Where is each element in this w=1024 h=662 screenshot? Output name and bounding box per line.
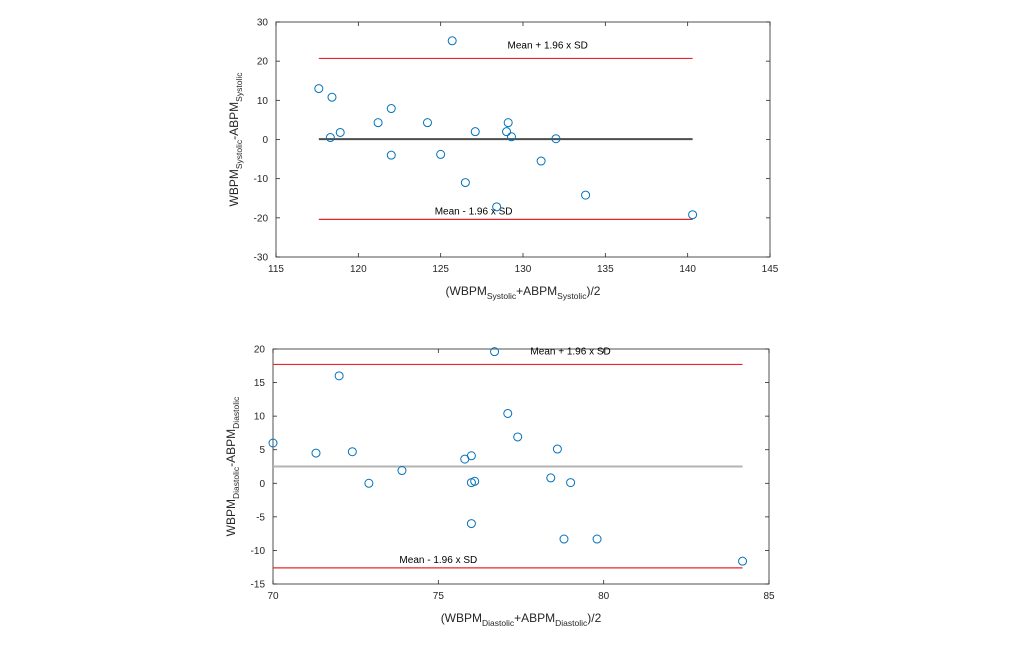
systolic-x-tick-label: 130 <box>515 264 532 275</box>
diastolic-data-point <box>311 448 321 458</box>
diastolic-data-point <box>347 447 357 457</box>
systolic-x-axis-label-end: )/2 <box>586 284 600 298</box>
diastolic-y-tick-label: -5 <box>256 512 265 523</box>
systolic-x-axis-label-sub2: Systolic <box>557 291 587 301</box>
diastolic-x-axis-label-sub1: Diastolic <box>482 618 515 628</box>
diastolic-x-axis-label-end: )/2 <box>587 611 601 625</box>
systolic-x-tick-label: 125 <box>432 264 449 275</box>
systolic-data-point <box>502 127 512 137</box>
diastolic-data-point <box>490 347 500 357</box>
systolic-x-axis-label-main: (WBPM <box>446 284 487 298</box>
diastolic-y-tick-label: -15 <box>251 580 266 591</box>
systolic-lower-loa-label: Mean - 1.96 x SD <box>435 206 513 217</box>
systolic-chart: 115 120 125 130 135 140 145 -30 -20 -10 0 10 20 30 Mea… <box>227 18 779 302</box>
systolic-y-axis-label-sub2: Systolic <box>234 72 244 102</box>
systolic-data-point <box>492 202 502 212</box>
systolic-x-tick-label: 140 <box>679 264 696 275</box>
systolic-data-point <box>536 156 546 166</box>
systolic-data-point <box>335 127 345 137</box>
diastolic-data-point <box>334 371 344 381</box>
diastolic-x-axis-label-mid: +ABPM <box>514 611 555 625</box>
systolic-data-point <box>551 134 561 144</box>
systolic-y-tick-label: 0 <box>262 135 268 146</box>
systolic-y-axis-label-mid: -ABPM <box>227 102 241 140</box>
systolic-data-point <box>503 118 513 128</box>
diastolic-data-point <box>566 478 576 488</box>
systolic-data-point <box>386 104 396 114</box>
systolic-x-axis-label: (WBPMSystolic+ABPMSystolic)/2 <box>446 284 601 301</box>
systolic-x-tick-label: 135 <box>597 264 614 275</box>
systolic-data-point <box>327 92 337 102</box>
diastolic-data-point <box>552 444 562 454</box>
systolic-data-point <box>581 190 591 200</box>
diastolic-data-point <box>738 556 748 566</box>
diastolic-data-point <box>466 451 476 461</box>
diastolic-data-point <box>559 534 569 544</box>
systolic-x-axis-label-sub1: Systolic <box>487 291 517 301</box>
diastolic-y-axis-label-main: WBPM <box>224 499 238 536</box>
diastolic-x-axis-label-main: (WBPM <box>441 611 482 625</box>
diastolic-data-point <box>592 534 602 544</box>
systolic-x-tick-label: 120 <box>350 264 367 275</box>
diastolic-y-tick-label: 5 <box>259 445 265 456</box>
systolic-y-tick-label: -20 <box>254 213 269 224</box>
diastolic-data-point <box>268 438 278 448</box>
systolic-x-tick-label: 145 <box>762 264 779 275</box>
diastolic-y-tick-label: 0 <box>259 479 265 490</box>
diastolic-x-tick-label: 70 <box>267 591 279 602</box>
systolic-data-point <box>386 150 396 160</box>
systolic-upper-loa-label: Mean + 1.96 x SD <box>508 40 588 51</box>
systolic-y-tick-label: 10 <box>257 96 269 107</box>
diastolic-data-point <box>364 478 374 488</box>
diastolic-x-tick-label: 85 <box>763 591 775 602</box>
diastolic-y-tick-label: 10 <box>254 412 266 423</box>
systolic-y-axis-label-main: WBPM <box>227 169 241 206</box>
diastolic-x-axis-label-sub2: Diastolic <box>555 618 588 628</box>
diastolic-y-axis-label-sub1: Diastolic <box>231 466 241 499</box>
systolic-data-point <box>460 178 470 188</box>
systolic-data-point <box>436 149 446 159</box>
systolic-y-tick-label: -10 <box>254 174 269 185</box>
systolic-data-point <box>506 132 516 142</box>
diastolic-chart: 70 75 80 85 -15 -10 -5 0 5 10 15 20 Mean + 1.96 x SD… <box>224 345 775 629</box>
diastolic-data-point <box>466 519 476 529</box>
systolic-x-tick-label: 115 <box>268 264 284 275</box>
diastolic-y-axis-label: WBPMDiastolic-ABPMDiastolic <box>224 396 241 536</box>
systolic-data-point <box>373 118 383 128</box>
systolic-data-point <box>447 36 457 46</box>
diastolic-data-point <box>546 473 556 483</box>
diastolic-x-axis-label: (WBPMDiastolic+ABPMDiastolic)/2 <box>441 611 602 628</box>
diastolic-data-point <box>513 432 523 442</box>
systolic-y-tick-label: 30 <box>257 18 269 29</box>
diastolic-x-tick-label: 80 <box>598 591 610 602</box>
systolic-data-point <box>422 118 432 128</box>
systolic-y-axis-label: WBPMSystolic-ABPMSystolic <box>227 72 244 207</box>
diastolic-y-axis-label-sub2: Diastolic <box>231 396 241 429</box>
diastolic-y-tick-label: 20 <box>254 345 266 356</box>
diastolic-y-tick-label: -10 <box>251 546 266 557</box>
systolic-y-tick-label: -30 <box>254 253 269 264</box>
diastolic-data-point <box>397 466 407 476</box>
systolic-x-axis-label-mid: +ABPM <box>516 284 557 298</box>
diastolic-data-point <box>470 476 480 486</box>
diastolic-lower-loa-label: Mean - 1.96 x SD <box>399 555 477 566</box>
diastolic-x-tick-label: 75 <box>433 591 445 602</box>
systolic-data-point <box>470 127 480 137</box>
systolic-y-axis-label-sub1: Systolic <box>234 139 244 169</box>
systolic-data-point <box>314 84 324 94</box>
diastolic-y-axis-label-mid: -ABPM <box>224 429 238 467</box>
systolic-data-point <box>325 133 335 143</box>
systolic-y-tick-label: 20 <box>257 57 269 68</box>
diastolic-y-tick-label: 15 <box>254 378 266 389</box>
diastolic-upper-loa-label: Mean + 1.96 x SD <box>530 346 610 357</box>
systolic-data-point <box>688 210 698 220</box>
diastolic-data-point <box>503 408 513 418</box>
